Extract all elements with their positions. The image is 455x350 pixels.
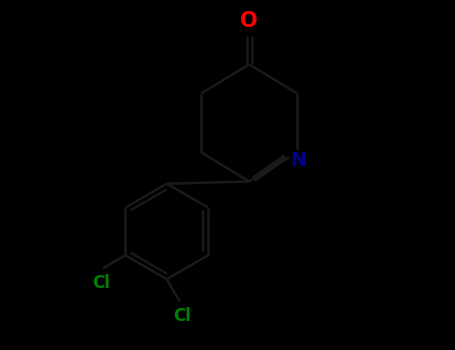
Text: Cl: Cl (173, 307, 191, 325)
Text: Cl: Cl (92, 273, 110, 292)
Text: N: N (291, 151, 307, 170)
Text: O: O (240, 11, 258, 31)
